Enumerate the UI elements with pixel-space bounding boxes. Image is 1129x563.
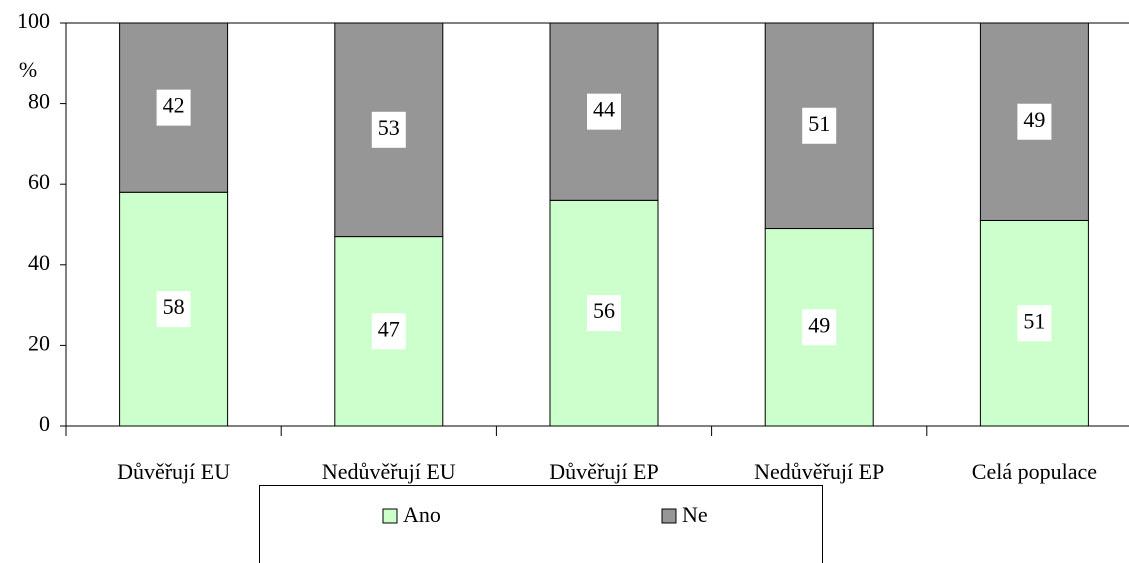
y-axis-label: % [19, 57, 37, 82]
data-label: 49 [1023, 107, 1045, 132]
legend-box [259, 485, 823, 563]
data-label: 44 [593, 97, 615, 122]
x-tick-label: Nedůvěřují EU [322, 459, 456, 484]
legend-label: Ne [682, 502, 708, 527]
y-tick-label: 0 [39, 411, 50, 436]
legend-label: Ano [403, 502, 441, 527]
data-label: 42 [163, 93, 185, 118]
data-label: 56 [593, 298, 615, 323]
data-label: 58 [163, 294, 185, 319]
data-label-box [371, 313, 406, 350]
data-label: 51 [808, 111, 830, 136]
y-tick-label: 20 [28, 330, 50, 355]
y-tick-label: 100 [17, 8, 50, 33]
x-tick-label: Celá populace [972, 459, 1097, 484]
data-label-box [587, 295, 621, 332]
x-tick-label: Důvěřují EP [549, 459, 658, 484]
data-label: 47 [378, 316, 400, 341]
data-label-box [587, 93, 621, 130]
data-label-box [802, 107, 837, 144]
data-label-box [1017, 103, 1052, 140]
y-tick-label: 40 [28, 250, 50, 275]
data-label-box [802, 309, 837, 346]
data-label-box [156, 89, 191, 126]
x-tick-label: Nedůvěřují EP [754, 459, 884, 484]
x-tick-label: Důvěřují EU [117, 459, 230, 484]
data-label-box [1017, 305, 1052, 342]
legend-swatch [382, 508, 398, 524]
data-label: 51 [1023, 308, 1045, 333]
data-label-box [371, 111, 406, 148]
data-label: 49 [808, 312, 830, 337]
y-tick-label: 60 [28, 169, 50, 194]
data-label: 53 [378, 115, 400, 140]
y-tick-label: 80 [28, 89, 50, 114]
legend-swatch [661, 508, 677, 524]
data-label-box [156, 291, 191, 328]
